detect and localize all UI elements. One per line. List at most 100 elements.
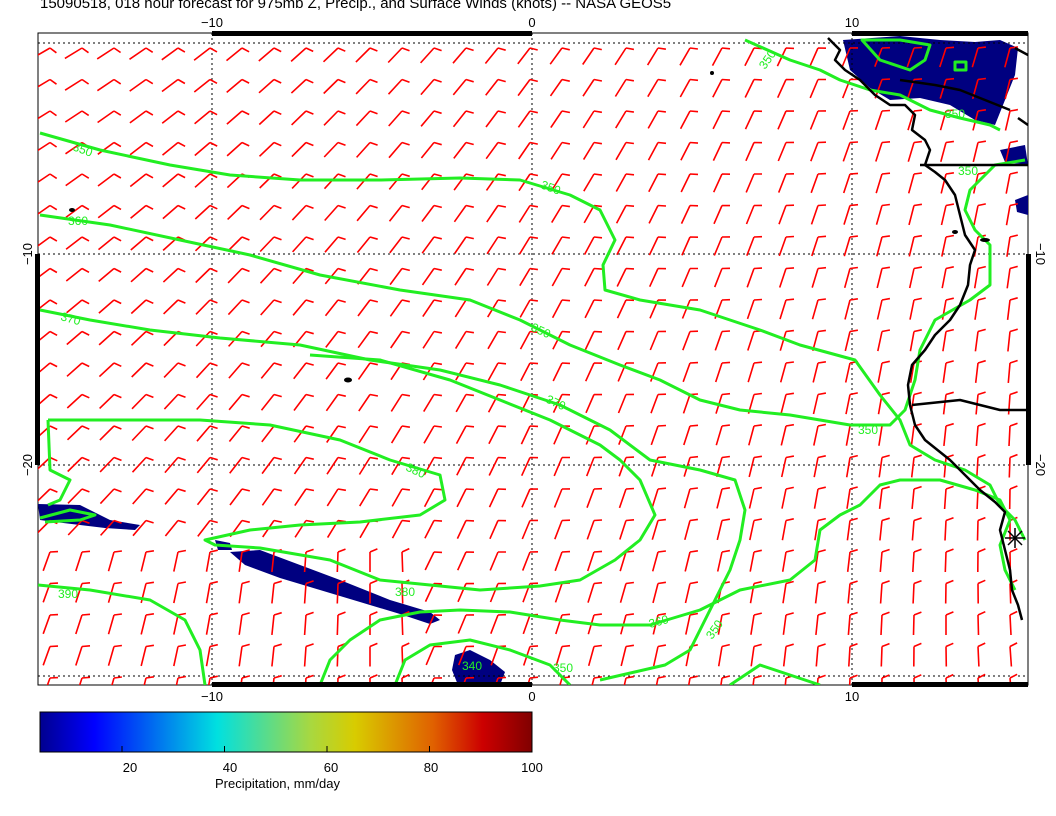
wind-barb [38,299,58,311]
wind-barb [99,456,122,473]
wind-barb [586,550,603,572]
wind-barb [713,204,731,225]
wind-barb [196,425,218,442]
wind-barb [551,267,571,287]
wind-barb [64,47,89,60]
wind-barb [453,204,474,223]
wind-barb [616,267,635,287]
wind-barb [646,47,667,66]
wind-barb [390,393,411,412]
wind-barb [99,393,122,409]
wind-barb [259,236,282,253]
wind-barb [848,643,858,667]
wind-barb [974,328,986,352]
wind-barb [64,110,90,123]
wind-barb [228,362,250,379]
wind-barb [129,47,154,60]
wind-barb [258,47,282,62]
wind-barb [680,141,699,161]
wind-barb [1005,171,1018,194]
wind-barb [271,611,282,635]
wind-barb [325,393,346,412]
wind-barb [422,362,443,381]
wind-barb [647,110,666,129]
wind-barb [716,487,731,509]
wind-barb [940,203,955,226]
wind-barb [389,267,410,286]
wind-barb [421,236,442,254]
wind-barb [99,488,122,505]
wind-barb [175,675,187,685]
wind-barb [260,330,282,348]
wind-barb [582,78,603,97]
coastline [827,37,1028,621]
wind-barb [744,78,763,98]
wind-barb [325,330,346,348]
wind-barb [521,519,539,540]
wind-barb [684,550,699,572]
wind-barb [746,267,763,288]
wind-barb [977,548,986,573]
wind-barb [685,612,699,635]
wind-barb [876,235,891,257]
wind-barb [161,141,186,156]
wind-barb [304,674,314,685]
wind-barb [781,486,794,509]
wind-barb [229,456,250,474]
wind-barb [489,582,507,603]
wind-barb [75,550,91,572]
wind-barb [1006,234,1018,257]
wind-barb [555,613,571,635]
wind-barb [131,456,154,473]
wind-barb [226,141,250,157]
wind-barb [615,141,635,161]
wind-barb [259,173,282,189]
wind-barb [977,673,986,685]
wind-barb [359,488,379,507]
wind-barb [129,141,154,156]
wind-barb [977,642,986,667]
wind-barb [614,78,635,97]
wind-barb [519,330,539,350]
colorbar: 20 40 60 80 100 [39,711,543,775]
wind-barb [687,675,698,685]
wind-barb [809,47,827,67]
wind-barb [555,644,571,666]
wind-barb [521,488,539,508]
wind-barb [131,362,154,378]
wind-barb [38,173,58,184]
wind-barb [811,235,827,257]
wind-barb [582,110,603,129]
wind-barb [161,110,186,124]
wind-barb [292,299,314,316]
wind-barb [942,328,954,352]
wind-barb [391,488,410,507]
wind-barb [1008,485,1018,510]
wind-barb [906,46,923,68]
wind-barb [227,299,250,316]
wind-barb [845,392,858,415]
wind-barb [455,393,474,413]
wind-barb [389,299,410,317]
contour-label: 350 [71,140,95,160]
contour-line [729,663,821,685]
wind-barb [195,330,218,347]
wind-barb [193,47,218,61]
wind-barb [521,551,539,571]
wind-barb [129,110,154,124]
wind-barb [582,141,603,161]
wind-barb [750,643,762,667]
wind-barb [485,78,506,96]
wind-barb [489,551,506,571]
wind-barb [1009,642,1018,667]
wind-barb [323,78,346,95]
border [1014,46,1028,57]
wind-barb [976,516,986,541]
wind-barb [38,362,58,375]
contour-line [46,419,72,507]
wind-barb [1006,297,1018,320]
wind-barb [650,393,667,414]
x-tick-bottom: 0 [528,689,535,704]
right-axis-bar [1026,254,1031,465]
wind-barb [846,517,858,541]
